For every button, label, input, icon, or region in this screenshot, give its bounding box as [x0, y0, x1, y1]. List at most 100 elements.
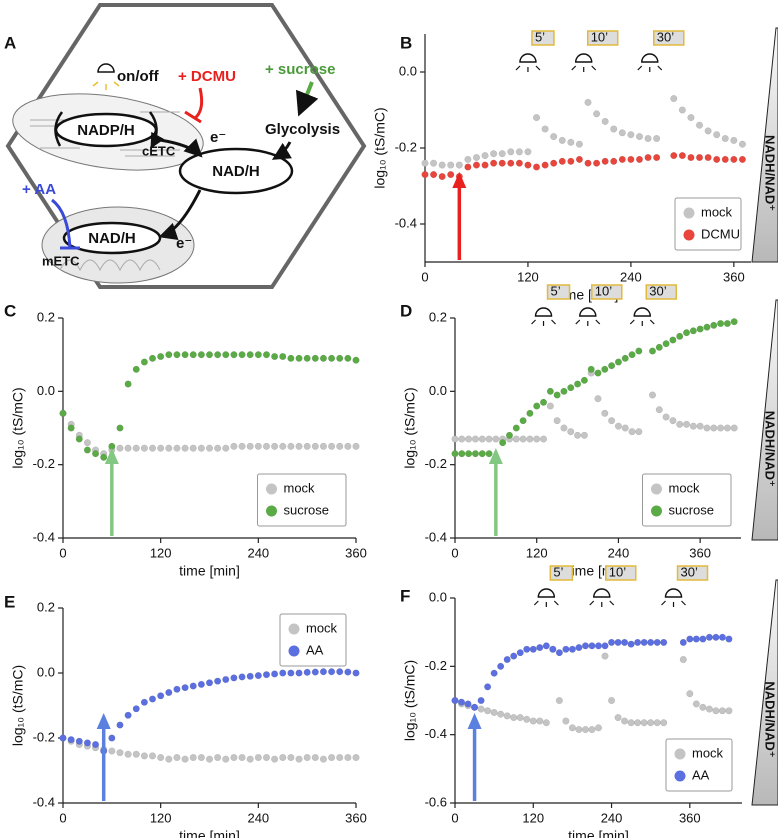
point	[567, 138, 575, 146]
point	[165, 351, 173, 359]
point	[593, 159, 601, 167]
point	[67, 424, 75, 432]
point	[550, 159, 558, 167]
electron-label: e⁻	[210, 129, 226, 146]
point	[687, 153, 695, 162]
point	[627, 131, 635, 139]
point	[621, 717, 629, 725]
point	[484, 683, 492, 691]
point	[222, 444, 230, 452]
bulb-rays	[629, 319, 655, 326]
point	[718, 633, 726, 641]
bulb-rays	[575, 319, 601, 326]
point	[230, 351, 238, 359]
point	[635, 133, 644, 141]
point	[197, 351, 205, 359]
bulb	[633, 307, 651, 317]
point	[108, 734, 116, 742]
point	[574, 431, 582, 439]
ratio-label: NADH/NAD⁺	[763, 681, 778, 757]
y-tick-label: -0.4	[33, 529, 55, 544]
point	[465, 450, 473, 458]
point	[601, 642, 609, 650]
point	[262, 671, 271, 679]
legend-label: mock	[669, 480, 701, 495]
point	[647, 638, 655, 646]
pulse-label: 30’	[681, 564, 698, 579]
point	[607, 696, 616, 705]
y-axis-title: log₁₀ (tS/mC)	[10, 387, 26, 468]
point	[695, 121, 704, 129]
x-tick-label: 120	[522, 810, 544, 825]
point	[75, 737, 83, 745]
point	[116, 444, 124, 452]
pulse-box	[591, 284, 623, 300]
bulb	[575, 53, 593, 63]
point	[230, 442, 238, 450]
ratio-wedge	[751, 299, 778, 541]
point	[455, 161, 463, 169]
point	[336, 753, 344, 762]
point	[197, 753, 205, 762]
point	[594, 369, 602, 377]
point	[738, 155, 746, 163]
point	[549, 645, 557, 653]
point	[542, 719, 550, 727]
point	[541, 161, 549, 169]
point	[430, 171, 438, 179]
point	[311, 354, 319, 362]
point	[710, 424, 718, 432]
event-arrow-head	[104, 448, 119, 464]
panel-label: E	[4, 592, 15, 611]
point	[539, 398, 548, 406]
node-label: NAD/H	[88, 230, 136, 247]
point	[336, 354, 344, 362]
point	[471, 435, 479, 443]
point	[712, 633, 720, 641]
series	[451, 645, 733, 734]
point	[703, 424, 711, 432]
point	[669, 417, 677, 425]
point	[519, 417, 527, 425]
point	[660, 719, 668, 727]
point	[287, 442, 295, 450]
pulse-box	[676, 565, 709, 581]
point	[471, 703, 479, 711]
x-tick-label: 240	[608, 545, 630, 560]
point	[679, 655, 687, 664]
point	[614, 358, 622, 366]
point	[627, 155, 635, 163]
bulb-rays	[661, 600, 686, 607]
point	[670, 95, 678, 103]
legend-swatch	[651, 505, 662, 517]
point	[618, 129, 626, 137]
point	[100, 453, 108, 461]
y-tick-label: 0.2	[429, 309, 447, 324]
point	[344, 668, 352, 676]
point	[614, 638, 622, 646]
point	[230, 753, 238, 762]
point	[523, 645, 531, 653]
cycle-arrow	[54, 111, 156, 146]
point	[238, 673, 246, 681]
point	[621, 638, 629, 646]
point	[669, 336, 677, 344]
legend-label: AA	[306, 642, 324, 657]
x-tick-label: 360	[679, 810, 701, 825]
point	[458, 435, 466, 443]
point	[696, 325, 704, 333]
point	[610, 125, 618, 133]
point	[532, 114, 541, 122]
point	[601, 652, 609, 660]
point	[344, 442, 352, 450]
point	[148, 354, 157, 362]
bulb	[641, 53, 659, 63]
x-tick-label: 0	[59, 545, 66, 560]
point	[421, 171, 429, 179]
point	[498, 159, 506, 167]
event-arrow-head	[452, 172, 467, 188]
inhibitor	[51, 198, 80, 250]
point	[189, 682, 197, 690]
point	[319, 668, 327, 676]
point	[124, 711, 132, 719]
